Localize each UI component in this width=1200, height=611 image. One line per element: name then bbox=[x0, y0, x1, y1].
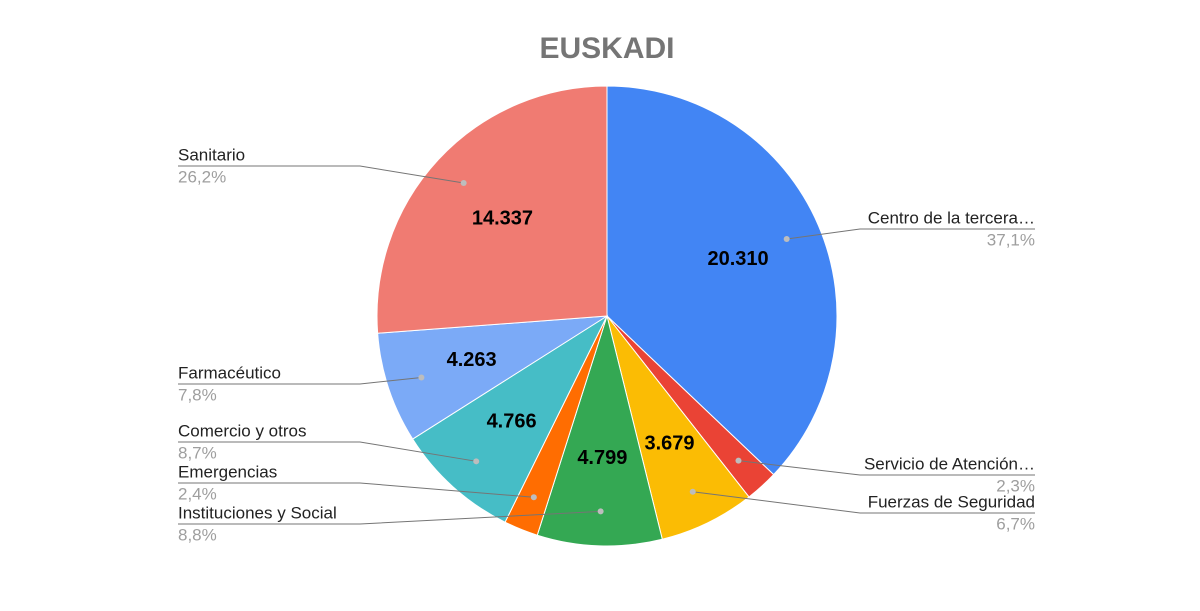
percent-label: 8,8% bbox=[178, 525, 217, 544]
leader-line bbox=[786, 228, 1035, 240]
leader-line bbox=[178, 482, 534, 498]
percent-label: 7,8% bbox=[178, 385, 217, 404]
legend-label: Emergencias bbox=[178, 462, 277, 481]
pie-slice bbox=[377, 315, 608, 440]
legend-label: Servicio de Atención… bbox=[864, 454, 1035, 473]
value-label: 3.679 bbox=[645, 432, 695, 454]
leader-dot bbox=[783, 235, 790, 242]
legend-label: Farmacéutico bbox=[178, 363, 281, 382]
legend-label: Centro de la tercera… bbox=[868, 208, 1035, 227]
legend-label: Comercio y otros bbox=[178, 421, 306, 440]
percent-label: 37,1% bbox=[987, 230, 1035, 249]
percent-label: 6,7% bbox=[996, 514, 1035, 533]
leader-dot bbox=[473, 458, 480, 465]
legend-label: Sanitario bbox=[178, 145, 245, 164]
leader-dot bbox=[530, 494, 537, 501]
leader-dot bbox=[689, 488, 696, 495]
value-label: 4.263 bbox=[447, 349, 497, 371]
value-label: 20.310 bbox=[707, 248, 768, 270]
leader-dot bbox=[460, 180, 467, 187]
percent-label: 2,3% bbox=[996, 476, 1035, 495]
pie-slice bbox=[411, 314, 609, 523]
leader-line bbox=[692, 491, 1035, 514]
leader-line bbox=[178, 510, 601, 525]
leader-line bbox=[738, 460, 1035, 476]
value-label: 4.799 bbox=[577, 447, 627, 469]
leader-dot bbox=[735, 457, 742, 464]
pie-slice bbox=[536, 314, 663, 547]
legend-label: Fuerzas de Seguridad bbox=[868, 492, 1035, 511]
leader-line bbox=[178, 165, 464, 184]
pie-slice bbox=[376, 85, 608, 334]
leader-dot bbox=[597, 508, 604, 515]
legend-label: Instituciones y Social bbox=[178, 503, 337, 522]
leader-dot bbox=[418, 374, 425, 381]
leader-line bbox=[178, 376, 422, 385]
value-label: 14.337 bbox=[472, 207, 533, 229]
percent-label: 2,4% bbox=[178, 484, 217, 503]
chart-title: EUSKADI bbox=[539, 32, 674, 65]
pie-slice bbox=[606, 85, 838, 476]
value-label: 4.766 bbox=[487, 410, 537, 432]
percent-label: 8,7% bbox=[178, 443, 217, 462]
leader-line bbox=[178, 441, 477, 462]
percent-label: 26,2% bbox=[178, 167, 226, 186]
